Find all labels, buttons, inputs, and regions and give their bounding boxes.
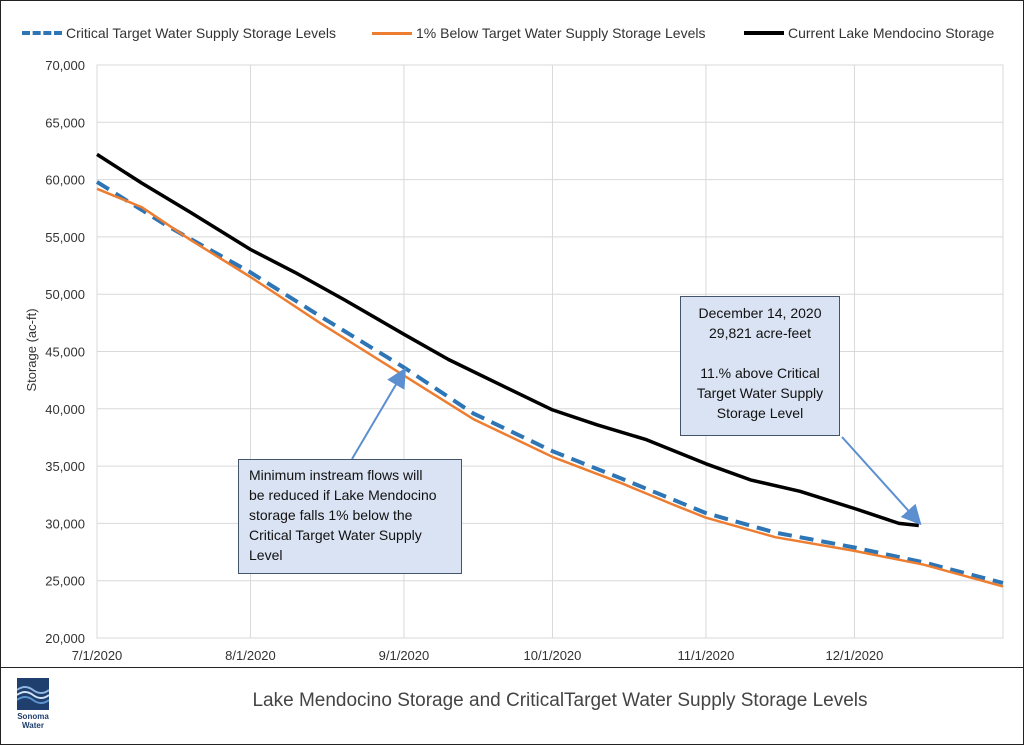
y-tick-label: 60,000 <box>45 173 85 188</box>
callout-line: December 14, 2020 <box>698 305 822 321</box>
annotation-arrow <box>351 367 406 460</box>
y-tick-label: 20,000 <box>45 631 85 646</box>
logo-text-line: Sonoma <box>17 712 49 721</box>
x-tick-label: 8/1/2020 <box>225 648 276 663</box>
legend-item-current-storage: Current Lake Mendocino Storage <box>744 25 994 41</box>
legend-swatch-orange <box>372 31 412 35</box>
series-line-1 <box>95 180 1004 585</box>
footer-divider <box>0 667 1024 668</box>
callout-line: Level <box>249 547 283 563</box>
callout-line <box>687 343 833 363</box>
x-tick-label: 7/1/2020 <box>72 648 123 663</box>
legend-item-critical-target: Critical Target Water Supply Storage Lev… <box>22 25 336 41</box>
callout-line: Critical Target Water Supply <box>249 527 422 543</box>
callout-december-14: December 14, 2020 29,821 acre-feet 11.% … <box>680 296 840 436</box>
callout-line: 11.% above Critical <box>700 365 820 381</box>
series-line-3 <box>96 152 919 528</box>
annotation-arrows <box>351 367 922 526</box>
series-lines <box>95 152 1004 588</box>
callout-line: Target Water Supply <box>696 385 824 401</box>
legend-label: Current Lake Mendocino Storage <box>788 25 995 41</box>
y-tick-label: 65,000 <box>45 115 85 130</box>
callout-line: Storage Level <box>716 405 804 421</box>
y-tick-label: 30,000 <box>45 516 85 531</box>
y-axis-label: Storage (ac-ft) <box>24 308 39 391</box>
chart-legend: Critical Target Water Supply Storage Lev… <box>0 25 1024 45</box>
y-tick-label: 55,000 <box>45 230 85 245</box>
axes: 20,000 25,000 30,000 35,000 40,000 45,000 50,0… <box>45 58 883 663</box>
logo-wave-icon <box>17 678 49 710</box>
x-tick-label: 9/1/2020 <box>379 648 430 663</box>
y-tick-label: 45,000 <box>45 345 85 360</box>
legend-swatch-black <box>744 31 784 35</box>
logo-text-line: Water <box>22 721 44 730</box>
x-tick-label: 11/1/2020 <box>678 648 735 663</box>
y-tick-label: 35,000 <box>45 459 85 474</box>
callout-line: storage falls 1% below the <box>249 507 413 523</box>
callout-minimum-instream-flows: Minimum instream flows will be reduced i… <box>238 459 462 574</box>
y-tick-label: 25,000 <box>45 574 85 589</box>
x-tick-label: 12/1/2020 <box>826 648 884 663</box>
legend-swatch-dashed-blue <box>22 31 62 35</box>
callout-line: 29,821 acre-feet <box>709 325 811 341</box>
chart-title: Lake Mendocino Storage and CriticalTarge… <box>252 690 868 711</box>
annotation-arrow <box>841 436 922 526</box>
callout-line: be reduced if Lake Mendocino <box>249 487 437 503</box>
y-tick-label: 50,000 <box>45 287 85 302</box>
x-tick-label: 10/1/2020 <box>524 648 582 663</box>
legend-label: Critical Target Water Supply Storage Lev… <box>66 25 337 41</box>
legend-label: 1% Below Target Water Supply Storage Lev… <box>416 25 706 41</box>
sonoma-water-logo: Sonoma Water <box>14 678 52 732</box>
y-tick-label: 70,000 <box>45 58 85 73</box>
callout-line: Minimum instream flows will <box>249 467 423 483</box>
y-tick-label: 40,000 <box>45 402 85 417</box>
series-line-2 <box>96 187 1004 588</box>
legend-item-one-percent-below: 1% Below Target Water Supply Storage Lev… <box>372 25 706 41</box>
